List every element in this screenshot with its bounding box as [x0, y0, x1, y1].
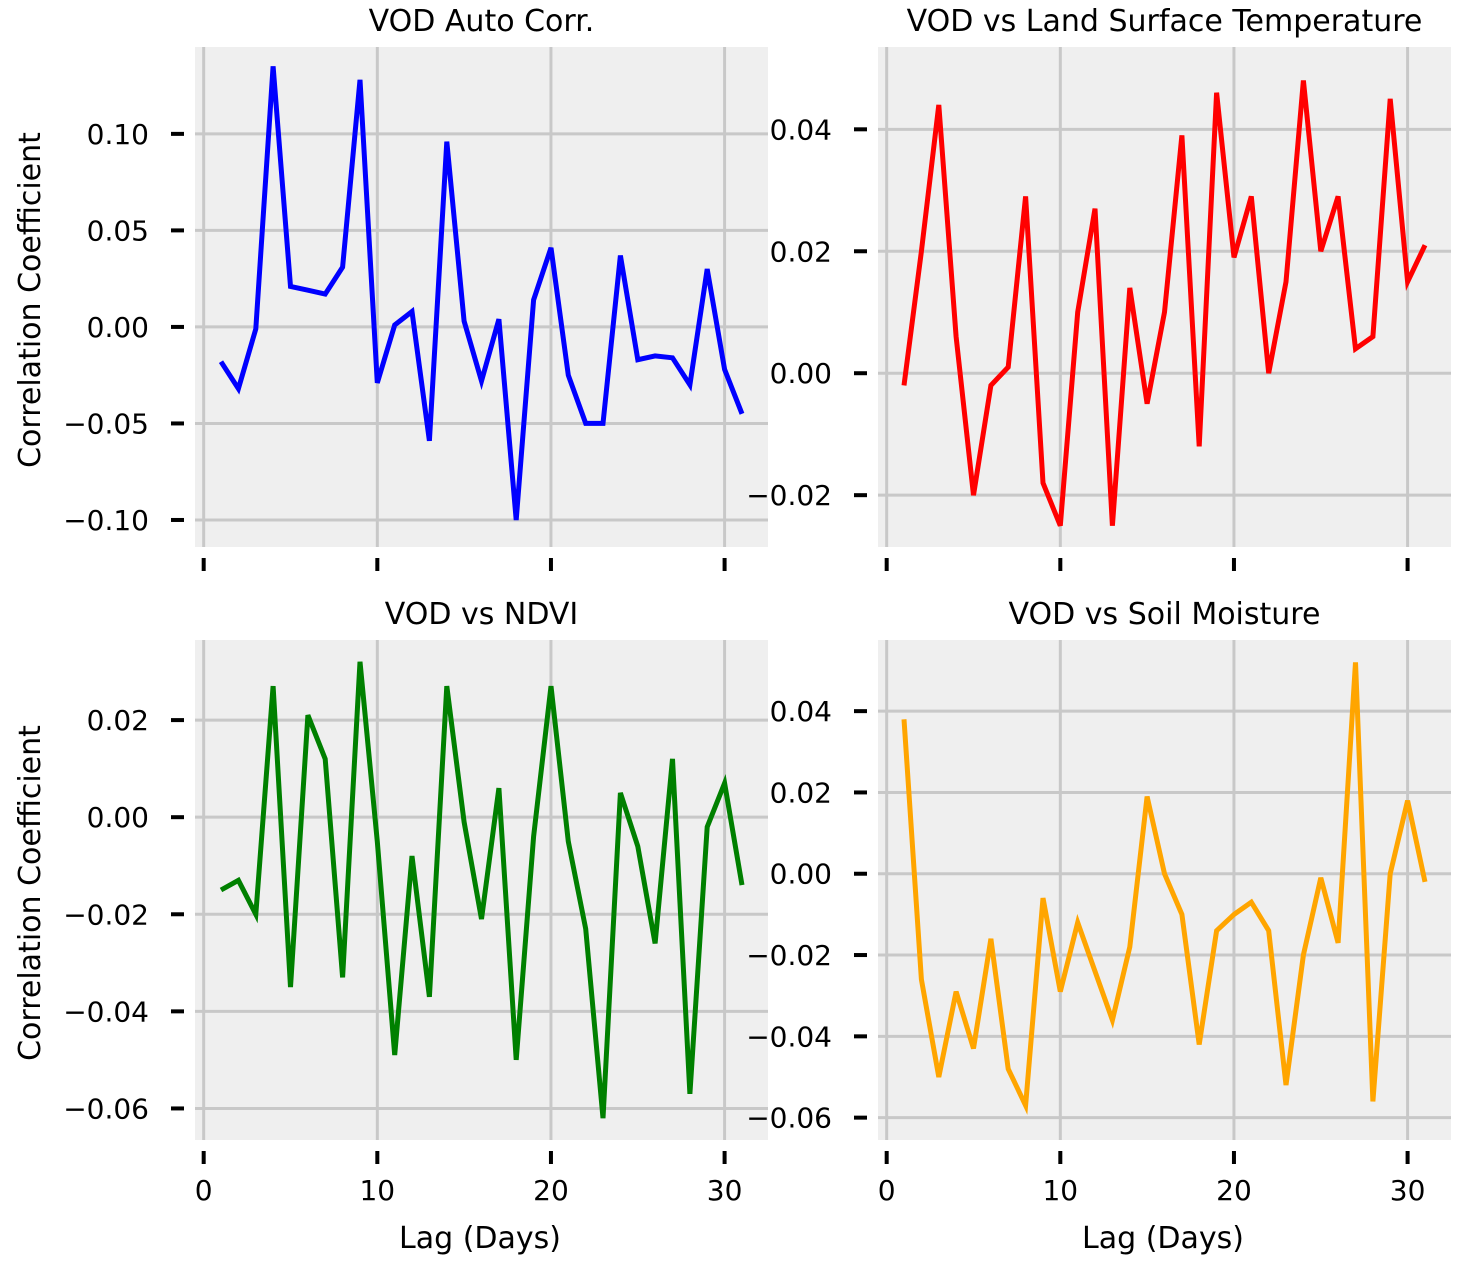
y-tick-label: 0.10	[87, 118, 149, 151]
x-tick-label: 20	[533, 1174, 569, 1207]
y-tick-label: 0.00	[87, 311, 149, 344]
y-tick-label: 0.04	[770, 113, 832, 146]
y-tick-label: −0.10	[63, 504, 149, 537]
panel-auto-corr: −0.10 −0.05 0.00 0.05 0.10 VOD Auto Corr.	[63, 4, 768, 571]
y-tick-label: −0.05	[63, 407, 149, 440]
x-tick-label: 0	[878, 1174, 896, 1207]
series-line-ndvi	[219, 661, 745, 1119]
x-tick-label: 10	[359, 1174, 395, 1207]
panel-title-auto-corr: VOD Auto Corr.	[369, 4, 595, 39]
x-tick-label: 10	[1042, 1174, 1078, 1207]
x-tick-label: 20	[1216, 1174, 1252, 1207]
series-line-soil-moisture	[901, 662, 1428, 1115]
panel-ndvi: 0 10 20 30 −0.06 −0.04 −0.02 0.00 0.02 VOD vs NDV…	[63, 597, 768, 1207]
x-axis-label-right: Lag (Days)	[1082, 1221, 1244, 1256]
panel-title-ndvi: VOD vs NDVI	[385, 597, 579, 632]
y-tick-label: 0.00	[87, 801, 149, 834]
x-tick-label: 0	[195, 1174, 213, 1207]
y-tick-label: 0.04	[770, 695, 832, 728]
y-tick-label: 0.00	[770, 357, 832, 390]
panel-title-soil-moisture: VOD vs Soil Moisture	[1009, 597, 1321, 632]
y-axis-label-bottom: Correlation Coefficient	[13, 725, 48, 1061]
y-tick-label: −0.02	[746, 479, 832, 512]
x-tick-label: 30	[1390, 1174, 1426, 1207]
y-tick-label: 0.02	[87, 704, 149, 737]
y-tick-label: −0.02	[63, 898, 149, 931]
series-line-auto-corr	[218, 66, 745, 521]
y-tick-label: 0.02	[770, 776, 832, 809]
panel-soil-moisture: 0 10 20 30 −0.06 −0.04 −0.02 0.00 0.02 0.04 VOD vs…	[746, 597, 1451, 1207]
panel-lst: −0.02 0.00 0.02 0.04 VOD vs Land Surface Tem…	[746, 4, 1451, 571]
x-axis-label-left: Lag (Days)	[399, 1221, 561, 1256]
y-tick-label: −0.02	[746, 939, 832, 972]
x-tick-label: 30	[707, 1174, 743, 1207]
y-tick-label: −0.04	[746, 1020, 832, 1053]
y-tick-label: −0.04	[63, 995, 149, 1028]
y-tick-label: −0.06	[63, 1092, 149, 1125]
series-line-lst	[901, 80, 1428, 527]
y-tick-label: 0.00	[770, 858, 832, 891]
panel-title-lst: VOD vs Land Surface Temperature	[907, 4, 1423, 39]
plot-area-auto-corr	[195, 47, 768, 547]
y-tick-label: 0.05	[87, 214, 149, 247]
y-axis-label-top: Correlation Coefficient	[13, 132, 48, 468]
y-tick-label: 0.02	[770, 235, 832, 268]
y-tick-label: −0.06	[746, 1102, 832, 1135]
plot-area-ndvi	[195, 640, 768, 1140]
